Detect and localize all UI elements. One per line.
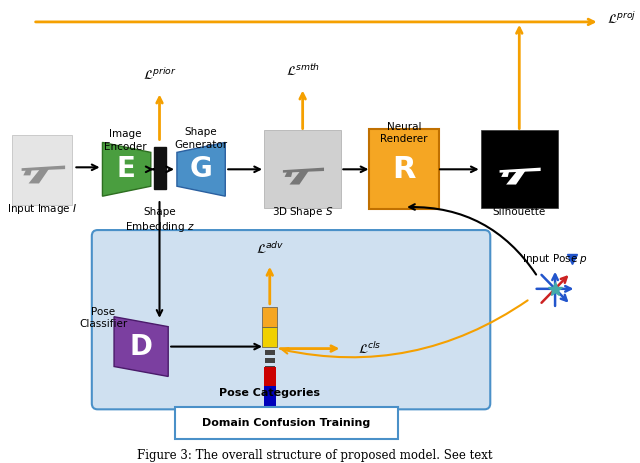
Text: Shape
Embedding $z$: Shape Embedding $z$: [125, 207, 195, 234]
Text: Domain Confusion Training: Domain Confusion Training: [202, 418, 371, 428]
Text: Image
Encoder: Image Encoder: [104, 130, 147, 152]
Bar: [262, 307, 278, 327]
FancyBboxPatch shape: [92, 230, 490, 409]
Text: Pose
Classifier: Pose Classifier: [79, 307, 127, 329]
FancyBboxPatch shape: [13, 136, 72, 205]
Bar: [265, 382, 275, 387]
FancyBboxPatch shape: [369, 130, 439, 209]
Polygon shape: [285, 170, 292, 177]
Polygon shape: [501, 170, 509, 177]
Bar: [265, 365, 275, 370]
Text: D: D: [130, 332, 152, 361]
Text: Pose Categories: Pose Categories: [220, 388, 320, 398]
Text: 3D Shape $\mathit{S}$: 3D Shape $\mathit{S}$: [272, 205, 333, 219]
FancyBboxPatch shape: [481, 131, 558, 208]
Polygon shape: [506, 170, 526, 185]
Text: Neural
Renderer: Neural Renderer: [380, 121, 428, 144]
Text: $\mathcal{L}^{cls}$: $\mathcal{L}^{cls}$: [358, 341, 381, 357]
Text: G: G: [189, 155, 212, 183]
Polygon shape: [177, 143, 225, 196]
Bar: [154, 147, 166, 189]
Polygon shape: [283, 168, 324, 173]
Text: R: R: [392, 155, 416, 184]
Bar: [265, 374, 275, 378]
Text: Silhouette: Silhouette: [493, 207, 546, 217]
Text: Input Pose $p$: Input Pose $p$: [522, 252, 588, 266]
Polygon shape: [114, 317, 168, 376]
Text: $\mathcal{L}^{proj}$: $\mathcal{L}^{proj}$: [607, 11, 637, 27]
Polygon shape: [500, 168, 541, 173]
Polygon shape: [23, 168, 32, 175]
Bar: [262, 327, 278, 347]
Bar: [265, 357, 275, 363]
Text: Shape
Generator: Shape Generator: [175, 127, 228, 150]
Polygon shape: [102, 143, 151, 196]
Bar: [264, 367, 276, 387]
Text: $\mathcal{L}^{prior}$: $\mathcal{L}^{prior}$: [143, 67, 176, 82]
Text: Figure 3: The overall structure of proposed model. See text: Figure 3: The overall structure of propo…: [138, 449, 493, 462]
Text: $\mathcal{L}^{adv}$: $\mathcal{L}^{adv}$: [255, 241, 284, 257]
Text: $\mathcal{L}^{smth}$: $\mathcal{L}^{smth}$: [285, 63, 319, 79]
Bar: [264, 387, 276, 407]
Polygon shape: [22, 166, 65, 171]
Bar: [265, 350, 275, 355]
FancyBboxPatch shape: [175, 407, 398, 439]
Text: Input Image $\mathit{I}$: Input Image $\mathit{I}$: [7, 202, 77, 216]
Text: E: E: [116, 155, 135, 183]
Polygon shape: [29, 168, 49, 183]
FancyBboxPatch shape: [264, 131, 341, 208]
Polygon shape: [289, 170, 309, 185]
